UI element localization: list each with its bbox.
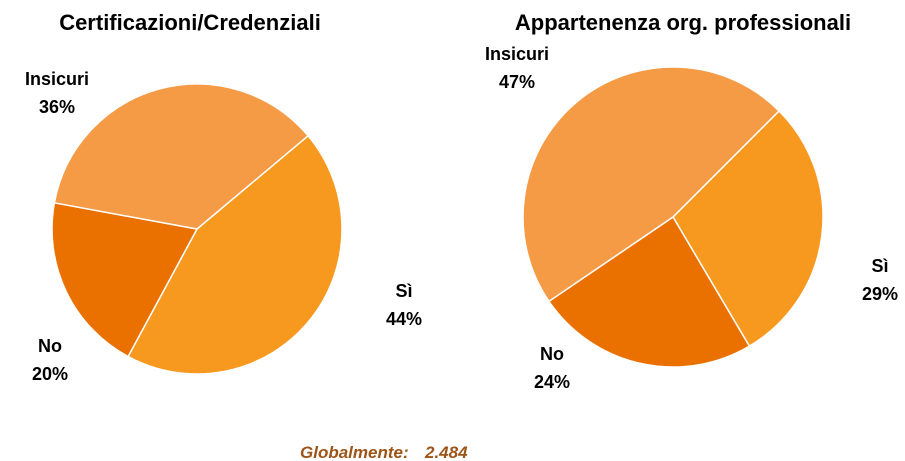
slice-name: Sì bbox=[871, 256, 888, 276]
pie-slice bbox=[127, 134, 343, 375]
pie-slice bbox=[672, 109, 824, 348]
pie-slice bbox=[522, 66, 781, 303]
slice-value: 29% bbox=[862, 284, 898, 304]
slice-value: 36% bbox=[39, 97, 75, 117]
footer-value: 2.484 bbox=[424, 443, 468, 461]
pie-slice bbox=[51, 201, 199, 358]
slice-value: 20% bbox=[32, 364, 68, 384]
slice-value: 44% bbox=[386, 309, 422, 329]
slice-name: No bbox=[540, 344, 564, 364]
pie-slice bbox=[53, 83, 310, 230]
slice-value: 47% bbox=[499, 72, 535, 92]
pie-slice bbox=[547, 215, 751, 368]
slice-name: Insicuri bbox=[485, 44, 549, 64]
chart-title: Certificazioni/Credenziali bbox=[59, 10, 321, 35]
slice-value: 24% bbox=[534, 372, 570, 392]
slice-name: Insicuri bbox=[25, 69, 89, 89]
chart-title: Appartenenza org. professionali bbox=[515, 10, 851, 35]
slice-name: Sì bbox=[395, 281, 412, 301]
slice-name: No bbox=[38, 336, 62, 356]
footer-label: Globalmente: bbox=[300, 443, 409, 461]
